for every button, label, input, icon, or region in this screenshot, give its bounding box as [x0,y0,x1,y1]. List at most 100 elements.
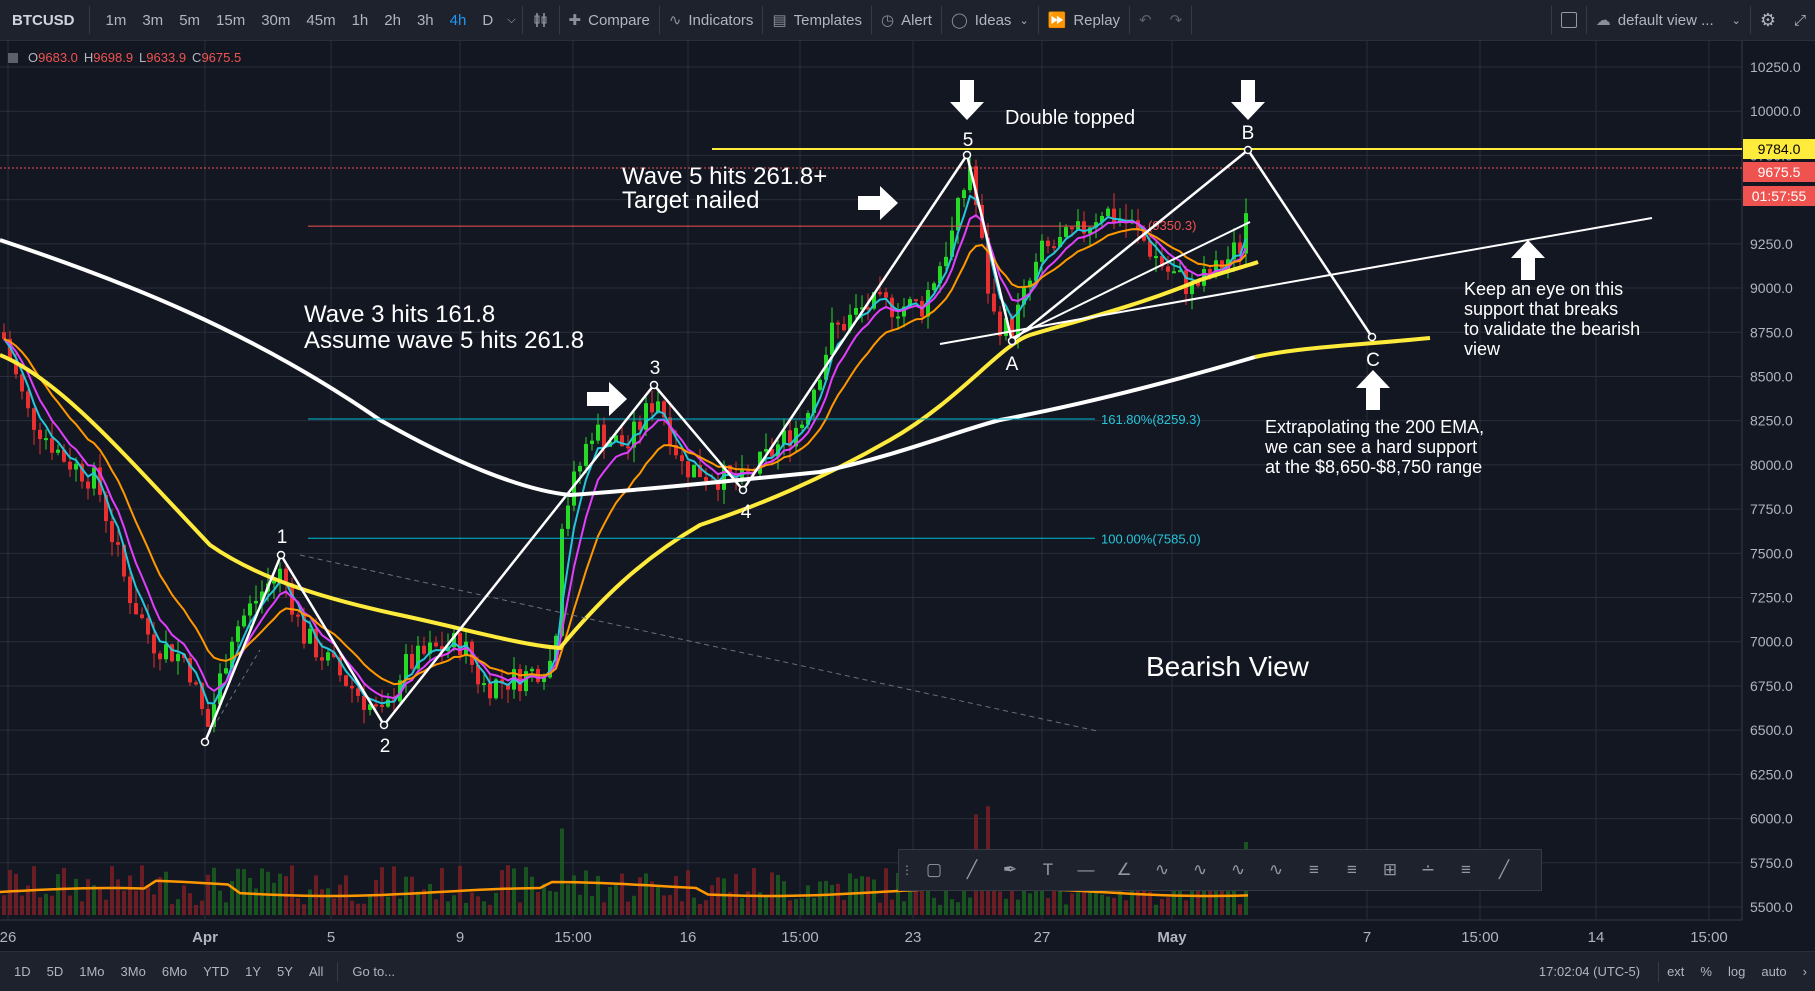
range-1Mo[interactable]: 1Mo [79,964,105,979]
ema-line2: we can see a hard support [1265,437,1478,457]
drag-handle-icon[interactable]: ⋮ [901,863,913,877]
double-top-annotation[interactable]: Double topped [1005,107,1136,129]
divider [558,6,560,34]
volume-bar [800,898,804,915]
wave-correction-tool-icon[interactable]: ∿ [1268,860,1284,879]
wave-impulse-tool-icon[interactable]: ∿ [1230,860,1246,879]
range-3Mo[interactable]: 3Mo [120,964,146,979]
candle-body [416,645,420,669]
interval-4h[interactable]: 4h [449,11,467,29]
range-All[interactable]: All [308,964,324,979]
volume-bar [302,904,306,915]
fib-channel-tool-icon[interactable]: ≡ [1461,860,1471,879]
fib-retracement-tool-icon[interactable]: ≡ [1309,860,1319,879]
candle-body [1058,236,1062,247]
interval-D[interactable]: D [482,11,494,29]
bearish-view-annotation[interactable]: Bearish View [1146,651,1309,682]
support-annotation[interactable]: Keep an eye on this support that breaks … [1464,279,1640,359]
templates-label: Templates [793,11,862,29]
fib-extension-tool-icon[interactable]: ≡ [1347,860,1357,879]
candle-body [770,449,774,457]
bottom-toolbar: 1D 5D 1Mo 3Mo 6Mo YTD 1Y 5Y All Go to... 17:02:0… [0,951,1815,991]
volume-bar [1130,869,1134,915]
interval-dropdown[interactable]: ⌵ [507,13,516,26]
log-toggle[interactable]: log [1727,964,1746,979]
volume-bar [1004,898,1008,915]
range-YTD[interactable]: YTD [203,964,230,979]
candle-body [122,544,126,577]
candle-body [74,463,78,470]
chart-style-button[interactable] [523,0,559,40]
interval-15m[interactable]: 15m [216,11,246,29]
support-line3: to validate the bearish [1464,319,1641,339]
interval-30m[interactable]: 30m [261,11,291,29]
text-tool-icon[interactable]: T [1042,860,1054,879]
wave-point [200,737,210,747]
clock-label[interactable]: 17:02:04 (UTC-5) [1538,964,1641,979]
candle-body [374,704,378,707]
range-5D[interactable]: 5D [46,964,64,979]
volume-bar [416,891,420,915]
interval-45m[interactable]: 45m [306,11,336,29]
volume-bar [212,867,216,915]
horizontal-line-tool-icon[interactable]: — [1077,860,1095,879]
indicators-button[interactable]: ∿ Indicators [660,0,763,40]
range-1Y[interactable]: 1Y [245,964,262,979]
interval-5m[interactable]: 5m [179,11,201,29]
candle-body [800,424,804,428]
interval-3m[interactable]: 3m [142,11,164,29]
chart-area[interactable]: 10250.010000.09750.09500.09250.09000.087… [0,41,1815,951]
auto-toggle[interactable]: auto [1761,964,1787,979]
ext-toggle[interactable]: ext [1667,964,1685,979]
fib-fan-tool-icon[interactable]: ∸ [1420,860,1436,879]
symbol-button[interactable]: BTCUSD [12,11,75,29]
goto-button[interactable]: Go to... [352,964,396,979]
price-chart[interactable]: 10250.010000.09750.09500.09250.09000.087… [0,41,1815,951]
rectangle-tool-icon[interactable]: ▢ [925,860,943,879]
wave-abcde-tool-icon[interactable]: ∿ [1192,860,1208,879]
range-1D[interactable]: 1D [14,964,31,979]
replay-button[interactable]: ⏩ Replay [1039,0,1129,40]
wave5-annotation[interactable]: Wave 5 hits 261.8+ Target nailed [622,165,827,213]
ray-tool-icon[interactable]: ╱ [1498,860,1510,879]
ideas-button[interactable]: ◯ Ideas ⌄ [942,0,1038,40]
volume-bar [578,894,582,915]
alert-button[interactable]: ◷ Alert [872,0,941,40]
redo-button[interactable]: ↷ [1161,0,1192,40]
range-5Y[interactable]: 5Y [277,964,293,979]
layout-button[interactable]: ☁ default view ... ⌄ [1587,0,1750,40]
support-line4: view [1464,339,1501,359]
divider [337,961,339,982]
scroll-right-button[interactable]: › [1795,964,1815,979]
volume-bar [332,898,336,915]
angle-tool-icon[interactable]: ∠ [1116,860,1132,879]
candle-body [326,652,330,661]
wave-label-A: A [1006,354,1019,375]
percent-toggle[interactable]: % [1700,964,1712,979]
ema-annotation[interactable]: Extrapolating the 200 EMA, we can see a … [1265,417,1484,477]
volume-bar [1100,894,1104,915]
wave5-line1: Wave 5 hits 261.8+ [622,163,828,190]
wave-wxy-tool-icon[interactable]: ∿ [1154,860,1170,879]
interval-1m[interactable]: 1m [105,11,127,29]
candle-body [356,688,360,696]
fib-box-tool-icon[interactable]: ⊞ [1382,860,1398,879]
brush-tool-icon[interactable]: ✒ [1002,860,1018,879]
templates-button[interactable]: ▤ Templates [763,0,871,40]
undo-button[interactable]: ↶ [1130,0,1161,40]
volume-bar [782,881,786,915]
range-6Mo[interactable]: 6Mo [161,964,188,979]
wave3-annotation[interactable]: Wave 3 hits 161.8 Assume wave 5 hits 261… [304,302,584,354]
trendline-tool-icon[interactable]: ╱ [966,860,978,879]
expand-button[interactable]: ⤢ [1785,0,1815,40]
candle-body [440,646,444,652]
volume-bar [692,897,696,915]
fullscreen-toggle-button[interactable] [1552,0,1586,40]
compare-button[interactable]: ✚ Compare [560,0,659,40]
interval-1h[interactable]: 1h [351,11,369,29]
interval-2h[interactable]: 2h [384,11,401,29]
interval-3h[interactable]: 3h [416,11,434,29]
candle-body [896,316,900,319]
wave-label-C: C [1366,350,1380,371]
settings-button[interactable]: ⚙ [1751,0,1785,40]
